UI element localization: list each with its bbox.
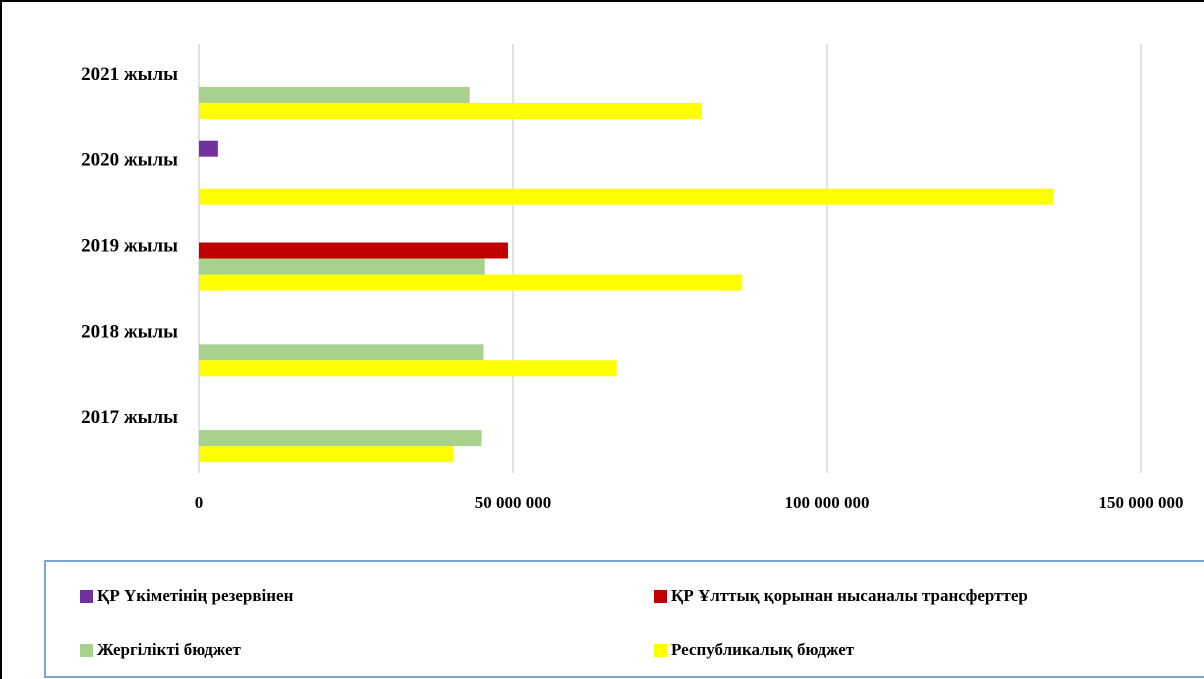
legend-label-reserve: ҚР Үкіметінің резервінен (97, 586, 294, 605)
legend-label-local-budget: Жергілікті бюджет (97, 640, 241, 659)
legend-swatch-purple (80, 589, 93, 603)
legend-item-national-fund: ҚР Ұлттық қорынан нысаналы трансферттер (654, 586, 1028, 606)
bar-2017-жылы-series-3 (199, 446, 454, 463)
bars (199, 86, 1054, 463)
x-tick-label-0: 0 (195, 493, 204, 512)
bar-2020-жылы-series-3 (199, 188, 1054, 205)
bar-2021-жылы-series-2 (199, 86, 470, 103)
bar-2019-жылы-series-1 (199, 242, 508, 259)
legend-swatch-green (80, 643, 93, 657)
category-label-1: 2020 жылы (81, 150, 178, 171)
x-tick-label-1: 50 000 000 (475, 493, 552, 512)
bar-2020-жылы-series-0 (199, 140, 218, 157)
legend-item-republican-budget: Республикалық бюджет (654, 640, 854, 660)
bar-2017-жылы-series-2 (199, 430, 482, 447)
legend-swatch-red (654, 589, 667, 603)
category-label-2: 2019 жылы (81, 236, 178, 257)
legend-label-national-fund: ҚР Ұлттық қорынан нысаналы трансферттер (671, 586, 1028, 605)
bar-2019-жылы-series-3 (199, 274, 743, 291)
category-label-0: 2021 жылы (81, 64, 178, 85)
legend-item-reserve: ҚР Үкіметінің резервінен (80, 586, 293, 606)
x-tick-label-2: 100 000 000 (785, 493, 870, 512)
category-label-4: 2017 жылы (81, 407, 178, 428)
category-label-3: 2018 жылы (81, 321, 178, 342)
bar-2019-жылы-series-2 (199, 258, 485, 275)
bar-2021-жылы-series-3 (199, 102, 703, 119)
bar-2018-жылы-series-2 (199, 344, 484, 361)
legend-label-republican-budget: Республикалық бюджет (671, 640, 855, 659)
x-tick-labels: 0 50 000 000 100 000 000 150 000 000 (195, 493, 1184, 512)
bar-2018-жылы-series-3 (199, 360, 617, 377)
x-tick-label-3: 150 000 000 (1099, 493, 1184, 512)
legend-swatch-yellow (654, 643, 667, 657)
category-labels: 2021 жылы 2020 жылы 2019 жылы 2018 жылы 2017… (81, 64, 178, 428)
legend-item-local-budget: Жергілікті бюджет (80, 640, 241, 660)
legend: ҚР Үкіметінің резервінен ҚР Ұлттық қорын… (44, 560, 1204, 678)
